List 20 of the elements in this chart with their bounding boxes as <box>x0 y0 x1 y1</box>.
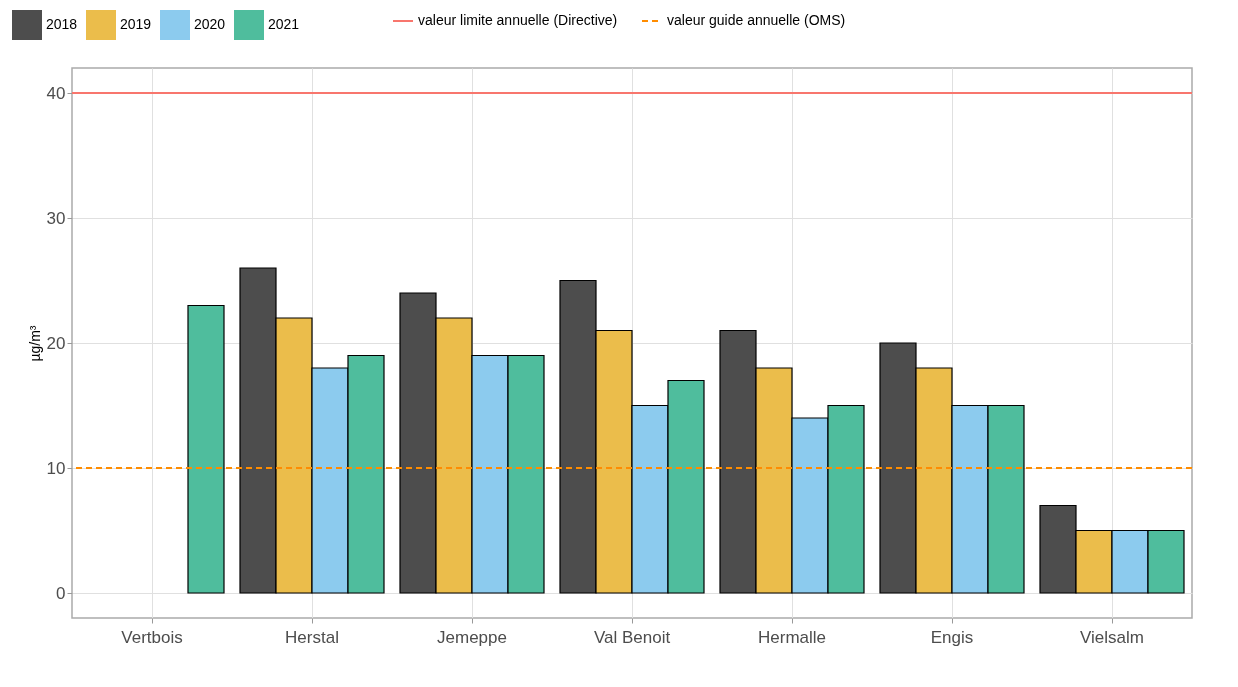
x-tick-label: Vielsalm <box>1080 627 1144 647</box>
y-tick-label: 30 <box>46 208 66 228</box>
legend-label: 2019 <box>120 16 152 32</box>
legend-label: 2021 <box>268 16 300 32</box>
x-tick-label: Engis <box>930 627 974 647</box>
legend-label: 2018 <box>46 16 78 32</box>
y-tick-label: 10 <box>46 458 66 478</box>
x-tick-label: Jemeppe <box>437 627 507 647</box>
y-tick-label: 20 <box>46 333 66 353</box>
bar <box>187 304 225 594</box>
x-tick-label: Hermalle <box>757 627 827 647</box>
x-tick-label: Herstal <box>285 627 339 647</box>
y-axis-title: µg/m³ <box>26 325 43 362</box>
x-tick-label: Val Benoit <box>593 627 671 647</box>
y-tick-label: 0 <box>56 583 66 603</box>
legend-label: valeur limite annuelle (Directive) <box>418 12 618 28</box>
legend-label: 2020 <box>194 16 226 32</box>
legend-label: valeur guide annuelle (OMS) <box>667 12 846 28</box>
x-tick-label: Vertbois <box>121 627 183 647</box>
y-tick-label: 40 <box>46 83 66 103</box>
